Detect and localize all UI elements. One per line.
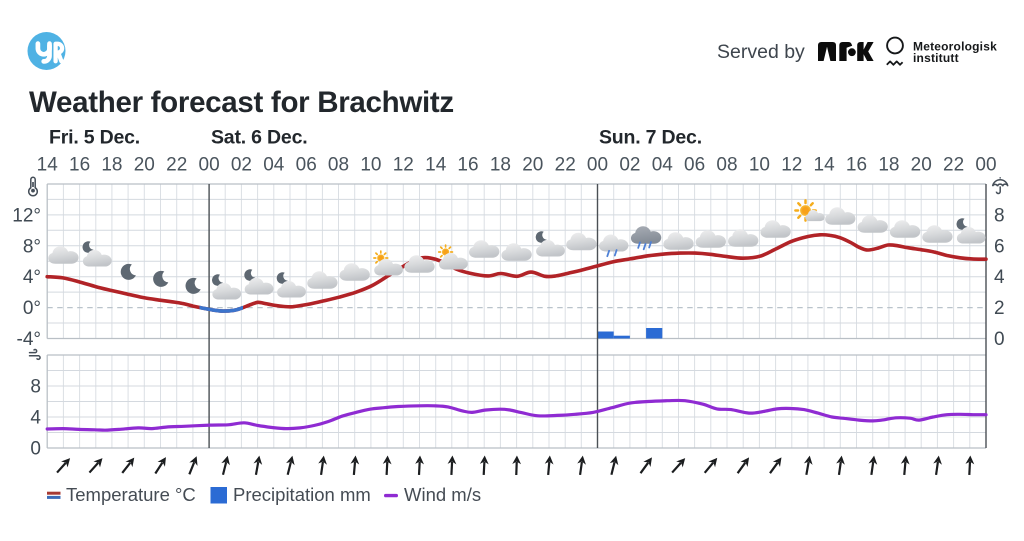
svg-text:4: 4 [994, 267, 1005, 288]
svg-text:8: 8 [30, 377, 41, 398]
svg-text:Sat. 6 Dec.: Sat. 6 Dec. [211, 127, 307, 149]
svg-text:20: 20 [522, 155, 543, 176]
svg-text:Weather forecast for Brachwitz: Weather forecast for Brachwitz [29, 86, 454, 119]
svg-text:14: 14 [37, 155, 59, 176]
svg-text:06: 06 [296, 155, 317, 176]
svg-text:02: 02 [231, 155, 252, 176]
svg-text:12°: 12° [12, 205, 41, 226]
svg-text:08: 08 [716, 155, 737, 176]
svg-text:00: 00 [587, 155, 608, 176]
svg-text:00: 00 [199, 155, 220, 176]
svg-text:16: 16 [69, 155, 90, 176]
svg-text:0°: 0° [23, 298, 41, 319]
svg-text:16: 16 [846, 155, 867, 176]
svg-text:20: 20 [134, 155, 155, 176]
svg-text:4°: 4° [23, 267, 41, 288]
svg-text:18: 18 [101, 155, 122, 176]
svg-text:Sun. 7 Dec.: Sun. 7 Dec. [599, 127, 702, 149]
svg-text:04: 04 [263, 155, 285, 176]
svg-text:8°: 8° [23, 236, 41, 257]
svg-text:14: 14 [814, 155, 836, 176]
svg-text:04: 04 [652, 155, 674, 176]
svg-text:18: 18 [490, 155, 511, 176]
svg-text:22: 22 [166, 155, 187, 176]
svg-text:20: 20 [911, 155, 932, 176]
svg-text:0: 0 [30, 439, 41, 460]
svg-text:8: 8 [994, 205, 1005, 226]
svg-text:18: 18 [878, 155, 899, 176]
svg-text:0: 0 [994, 329, 1005, 350]
svg-text:-4°: -4° [17, 329, 42, 350]
svg-text:Fri. 5 Dec.: Fri. 5 Dec. [49, 127, 140, 149]
svg-text:14: 14 [425, 155, 447, 176]
svg-text:institutt: institutt [913, 51, 959, 65]
svg-text:08: 08 [328, 155, 349, 176]
svg-text:22: 22 [943, 155, 964, 176]
svg-text:4: 4 [30, 408, 41, 429]
svg-text:06: 06 [684, 155, 705, 176]
svg-text:Wind m/s: Wind m/s [404, 484, 481, 505]
svg-text:10: 10 [749, 155, 770, 176]
svg-text:02: 02 [619, 155, 640, 176]
svg-text:12: 12 [393, 155, 414, 176]
svg-text:6: 6 [994, 236, 1005, 257]
svg-text:10: 10 [360, 155, 381, 176]
svg-text:16: 16 [457, 155, 478, 176]
svg-text:Precipitation mm: Precipitation mm [233, 484, 371, 505]
svg-text:Temperature °C: Temperature °C [66, 484, 196, 505]
svg-text:Served by: Served by [717, 41, 805, 63]
svg-text:12: 12 [781, 155, 802, 176]
svg-text:22: 22 [555, 155, 576, 176]
svg-text:00: 00 [975, 155, 996, 176]
svg-text:Meteorologisk: Meteorologisk [913, 40, 997, 54]
svg-text:2: 2 [994, 298, 1005, 319]
